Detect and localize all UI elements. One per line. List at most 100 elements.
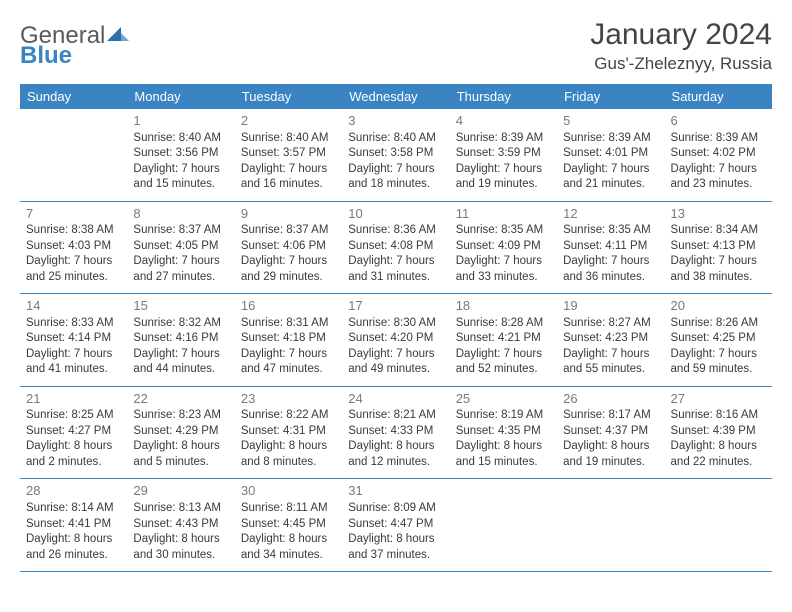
sunrise-text: Sunrise: 8:40 AM	[133, 131, 228, 147]
day-number: 26	[563, 390, 658, 408]
day-number: 24	[348, 390, 443, 408]
calendar-body: 1Sunrise: 8:40 AMSunset: 3:56 PMDaylight…	[20, 109, 772, 572]
sunrise-text: Sunrise: 8:28 AM	[456, 316, 551, 332]
sunrise-text: Sunrise: 8:38 AM	[26, 223, 121, 239]
daylight-text: and 25 minutes.	[26, 270, 121, 286]
daylight-text: and 15 minutes.	[456, 455, 551, 471]
daylight-text: Daylight: 7 hours	[671, 254, 766, 270]
daylight-text: Daylight: 8 hours	[26, 532, 121, 548]
daylight-text: Daylight: 8 hours	[348, 532, 443, 548]
calendar-cell: 26Sunrise: 8:17 AMSunset: 4:37 PMDayligh…	[557, 386, 664, 479]
daylight-text: Daylight: 7 hours	[456, 162, 551, 178]
sunrise-text: Sunrise: 8:21 AM	[348, 408, 443, 424]
calendar-cell: 12Sunrise: 8:35 AMSunset: 4:11 PMDayligh…	[557, 201, 664, 294]
daylight-text: and 5 minutes.	[133, 455, 228, 471]
daylight-text: Daylight: 7 hours	[456, 254, 551, 270]
sunset-text: Sunset: 4:02 PM	[671, 146, 766, 162]
sunset-text: Sunset: 4:01 PM	[563, 146, 658, 162]
daylight-text: and 27 minutes.	[133, 270, 228, 286]
sunset-text: Sunset: 4:47 PM	[348, 517, 443, 533]
sunrise-text: Sunrise: 8:32 AM	[133, 316, 228, 332]
day-number: 12	[563, 205, 658, 223]
daylight-text: and 31 minutes.	[348, 270, 443, 286]
daylight-text: Daylight: 8 hours	[26, 439, 121, 455]
calendar-cell	[450, 479, 557, 572]
daylight-text: Daylight: 8 hours	[241, 439, 336, 455]
daylight-text: and 38 minutes.	[671, 270, 766, 286]
day-number: 31	[348, 482, 443, 500]
sunrise-text: Sunrise: 8:13 AM	[133, 501, 228, 517]
sunset-text: Sunset: 4:06 PM	[241, 239, 336, 255]
day-number: 8	[133, 205, 228, 223]
day-number: 29	[133, 482, 228, 500]
sunrise-text: Sunrise: 8:30 AM	[348, 316, 443, 332]
calendar-cell: 27Sunrise: 8:16 AMSunset: 4:39 PMDayligh…	[665, 386, 772, 479]
day-number: 7	[26, 205, 121, 223]
sunrise-text: Sunrise: 8:35 AM	[563, 223, 658, 239]
day-number: 30	[241, 482, 336, 500]
day-number: 18	[456, 297, 551, 315]
sunset-text: Sunset: 4:11 PM	[563, 239, 658, 255]
daylight-text: Daylight: 8 hours	[133, 532, 228, 548]
sunset-text: Sunset: 3:56 PM	[133, 146, 228, 162]
sunset-text: Sunset: 4:45 PM	[241, 517, 336, 533]
daylight-text: and 8 minutes.	[241, 455, 336, 471]
daylight-text: and 29 minutes.	[241, 270, 336, 286]
weekday-tue: Tuesday	[235, 84, 342, 109]
calendar-row: 21Sunrise: 8:25 AMSunset: 4:27 PMDayligh…	[20, 386, 772, 479]
daylight-text: Daylight: 7 hours	[456, 347, 551, 363]
calendar-cell: 22Sunrise: 8:23 AMSunset: 4:29 PMDayligh…	[127, 386, 234, 479]
sunrise-text: Sunrise: 8:37 AM	[133, 223, 228, 239]
sunrise-text: Sunrise: 8:31 AM	[241, 316, 336, 332]
day-number: 6	[671, 112, 766, 130]
day-number: 3	[348, 112, 443, 130]
location: Gus'-Zheleznyy, Russia	[590, 54, 772, 74]
sunrise-text: Sunrise: 8:39 AM	[671, 131, 766, 147]
day-number: 21	[26, 390, 121, 408]
daylight-text: and 15 minutes.	[133, 177, 228, 193]
calendar-cell	[557, 479, 664, 572]
logo-sail-icon	[107, 22, 129, 49]
weekday-wed: Wednesday	[342, 84, 449, 109]
daylight-text: Daylight: 7 hours	[348, 254, 443, 270]
calendar-row: 28Sunrise: 8:14 AMSunset: 4:41 PMDayligh…	[20, 479, 772, 572]
day-number: 20	[671, 297, 766, 315]
sunset-text: Sunset: 4:23 PM	[563, 331, 658, 347]
daylight-text: Daylight: 8 hours	[348, 439, 443, 455]
daylight-text: and 47 minutes.	[241, 362, 336, 378]
sunrise-text: Sunrise: 8:14 AM	[26, 501, 121, 517]
daylight-text: Daylight: 7 hours	[671, 347, 766, 363]
sunrise-text: Sunrise: 8:40 AM	[348, 131, 443, 147]
calendar-cell	[665, 479, 772, 572]
daylight-text: Daylight: 7 hours	[563, 254, 658, 270]
calendar-cell: 5Sunrise: 8:39 AMSunset: 4:01 PMDaylight…	[557, 109, 664, 201]
daylight-text: and 12 minutes.	[348, 455, 443, 471]
calendar-cell	[20, 109, 127, 201]
sunset-text: Sunset: 4:16 PM	[133, 331, 228, 347]
daylight-text: Daylight: 8 hours	[456, 439, 551, 455]
daylight-text: Daylight: 8 hours	[671, 439, 766, 455]
sunrise-text: Sunrise: 8:22 AM	[241, 408, 336, 424]
calendar-row: 1Sunrise: 8:40 AMSunset: 3:56 PMDaylight…	[20, 109, 772, 201]
daylight-text: Daylight: 8 hours	[133, 439, 228, 455]
daylight-text: and 19 minutes.	[456, 177, 551, 193]
calendar-cell: 19Sunrise: 8:27 AMSunset: 4:23 PMDayligh…	[557, 294, 664, 387]
daylight-text: and 16 minutes.	[241, 177, 336, 193]
day-number: 22	[133, 390, 228, 408]
sunset-text: Sunset: 4:21 PM	[456, 331, 551, 347]
calendar-cell: 4Sunrise: 8:39 AMSunset: 3:59 PMDaylight…	[450, 109, 557, 201]
daylight-text: and 36 minutes.	[563, 270, 658, 286]
sunset-text: Sunset: 4:05 PM	[133, 239, 228, 255]
daylight-text: Daylight: 7 hours	[241, 162, 336, 178]
daylight-text: Daylight: 7 hours	[26, 347, 121, 363]
sunset-text: Sunset: 4:13 PM	[671, 239, 766, 255]
day-number: 2	[241, 112, 336, 130]
daylight-text: Daylight: 7 hours	[563, 162, 658, 178]
day-number: 23	[241, 390, 336, 408]
sunset-text: Sunset: 4:37 PM	[563, 424, 658, 440]
day-number: 16	[241, 297, 336, 315]
day-number: 11	[456, 205, 551, 223]
calendar-cell: 2Sunrise: 8:40 AMSunset: 3:57 PMDaylight…	[235, 109, 342, 201]
day-number: 27	[671, 390, 766, 408]
daylight-text: and 23 minutes.	[671, 177, 766, 193]
